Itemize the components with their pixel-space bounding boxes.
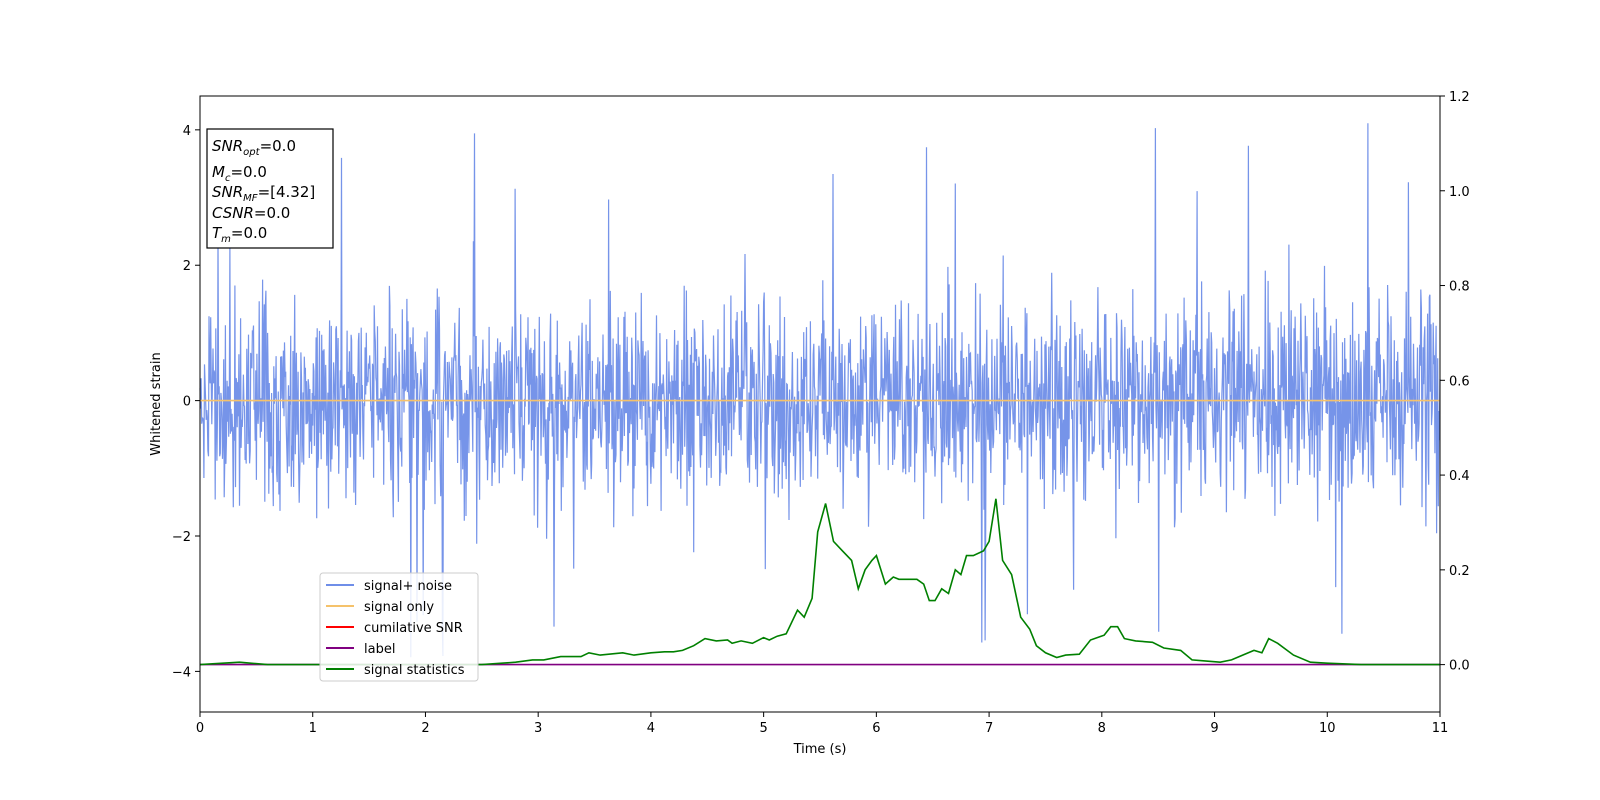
x-tick-label: 10 [1319, 721, 1336, 736]
legend-label-signal-statistics: signal statistics [364, 663, 465, 678]
x-tick-label: 3 [534, 721, 542, 736]
annotation-csnr: CSNR=0.0 [212, 204, 290, 222]
x-axis: 0 1 2 3 4 5 6 7 8 9 10 11 [196, 712, 1448, 736]
x-tick-label: 8 [1098, 721, 1106, 736]
x-tick-label: 5 [759, 721, 767, 736]
x-tick-label: 7 [985, 721, 993, 736]
y2-tick-label: 1.2 [1449, 90, 1470, 105]
annotation-mc: Mc=0.0 [212, 163, 267, 184]
legend-label-cumulative-snr: cumilative SNR [364, 621, 463, 636]
y-tick-label: −4 [172, 665, 191, 680]
annotation-snr-opt: SNRopt=0.0 [212, 137, 296, 158]
x-tick-label: 1 [309, 721, 317, 736]
series-signal-statistics-line [199, 498, 1440, 666]
y-axis-right: 0.0 0.2 0.4 0.6 0.8 1.0 1.2 [1440, 90, 1470, 674]
x-tick-label: 0 [196, 721, 204, 736]
y-axis-left: −4 −2 0 2 4 [172, 124, 200, 680]
x-axis-label: Time (s) [793, 742, 847, 757]
y2-tick-label: 0.0 [1449, 659, 1470, 674]
x-tick-label: 9 [1210, 721, 1218, 736]
plot-frame [199, 95, 1441, 713]
legend: signal+ noise signal only cumilative SNR… [319, 572, 479, 682]
y-tick-label: −2 [172, 530, 191, 545]
y-tick-label: 4 [183, 124, 191, 139]
x-tick-label: 6 [872, 721, 880, 736]
y2-tick-label: 0.8 [1449, 280, 1470, 295]
y2-tick-label: 1.0 [1449, 185, 1470, 200]
annotation-box: SNRopt=0.0 Mc=0.0 SNRMF=[4.32] CSNR=0.0 … [206, 128, 334, 249]
annotation-tm: Tm=0.0 [212, 224, 267, 245]
legend-label-label: label [364, 642, 395, 657]
y2-tick-label: 0.6 [1449, 374, 1470, 389]
y2-tick-label: 0.4 [1449, 469, 1470, 484]
signal-noise-series [199, 123, 1441, 658]
annotation-snr-mf: SNRMF=[4.32] [212, 183, 315, 204]
legend-label-signal-only: signal only [364, 600, 434, 615]
x-tick-label: 2 [421, 721, 429, 736]
legend-label-signal-noise: signal+ noise [364, 579, 452, 594]
x-tick-label: 4 [647, 721, 655, 736]
series-signal-noise-line [199, 123, 1441, 658]
y-tick-label: 0 [183, 395, 191, 410]
y2-tick-label: 0.2 [1449, 564, 1470, 579]
x-tick-label: 11 [1432, 721, 1449, 736]
y-axis-label: Whitened strain [149, 352, 164, 455]
y-tick-label: 2 [183, 259, 191, 274]
